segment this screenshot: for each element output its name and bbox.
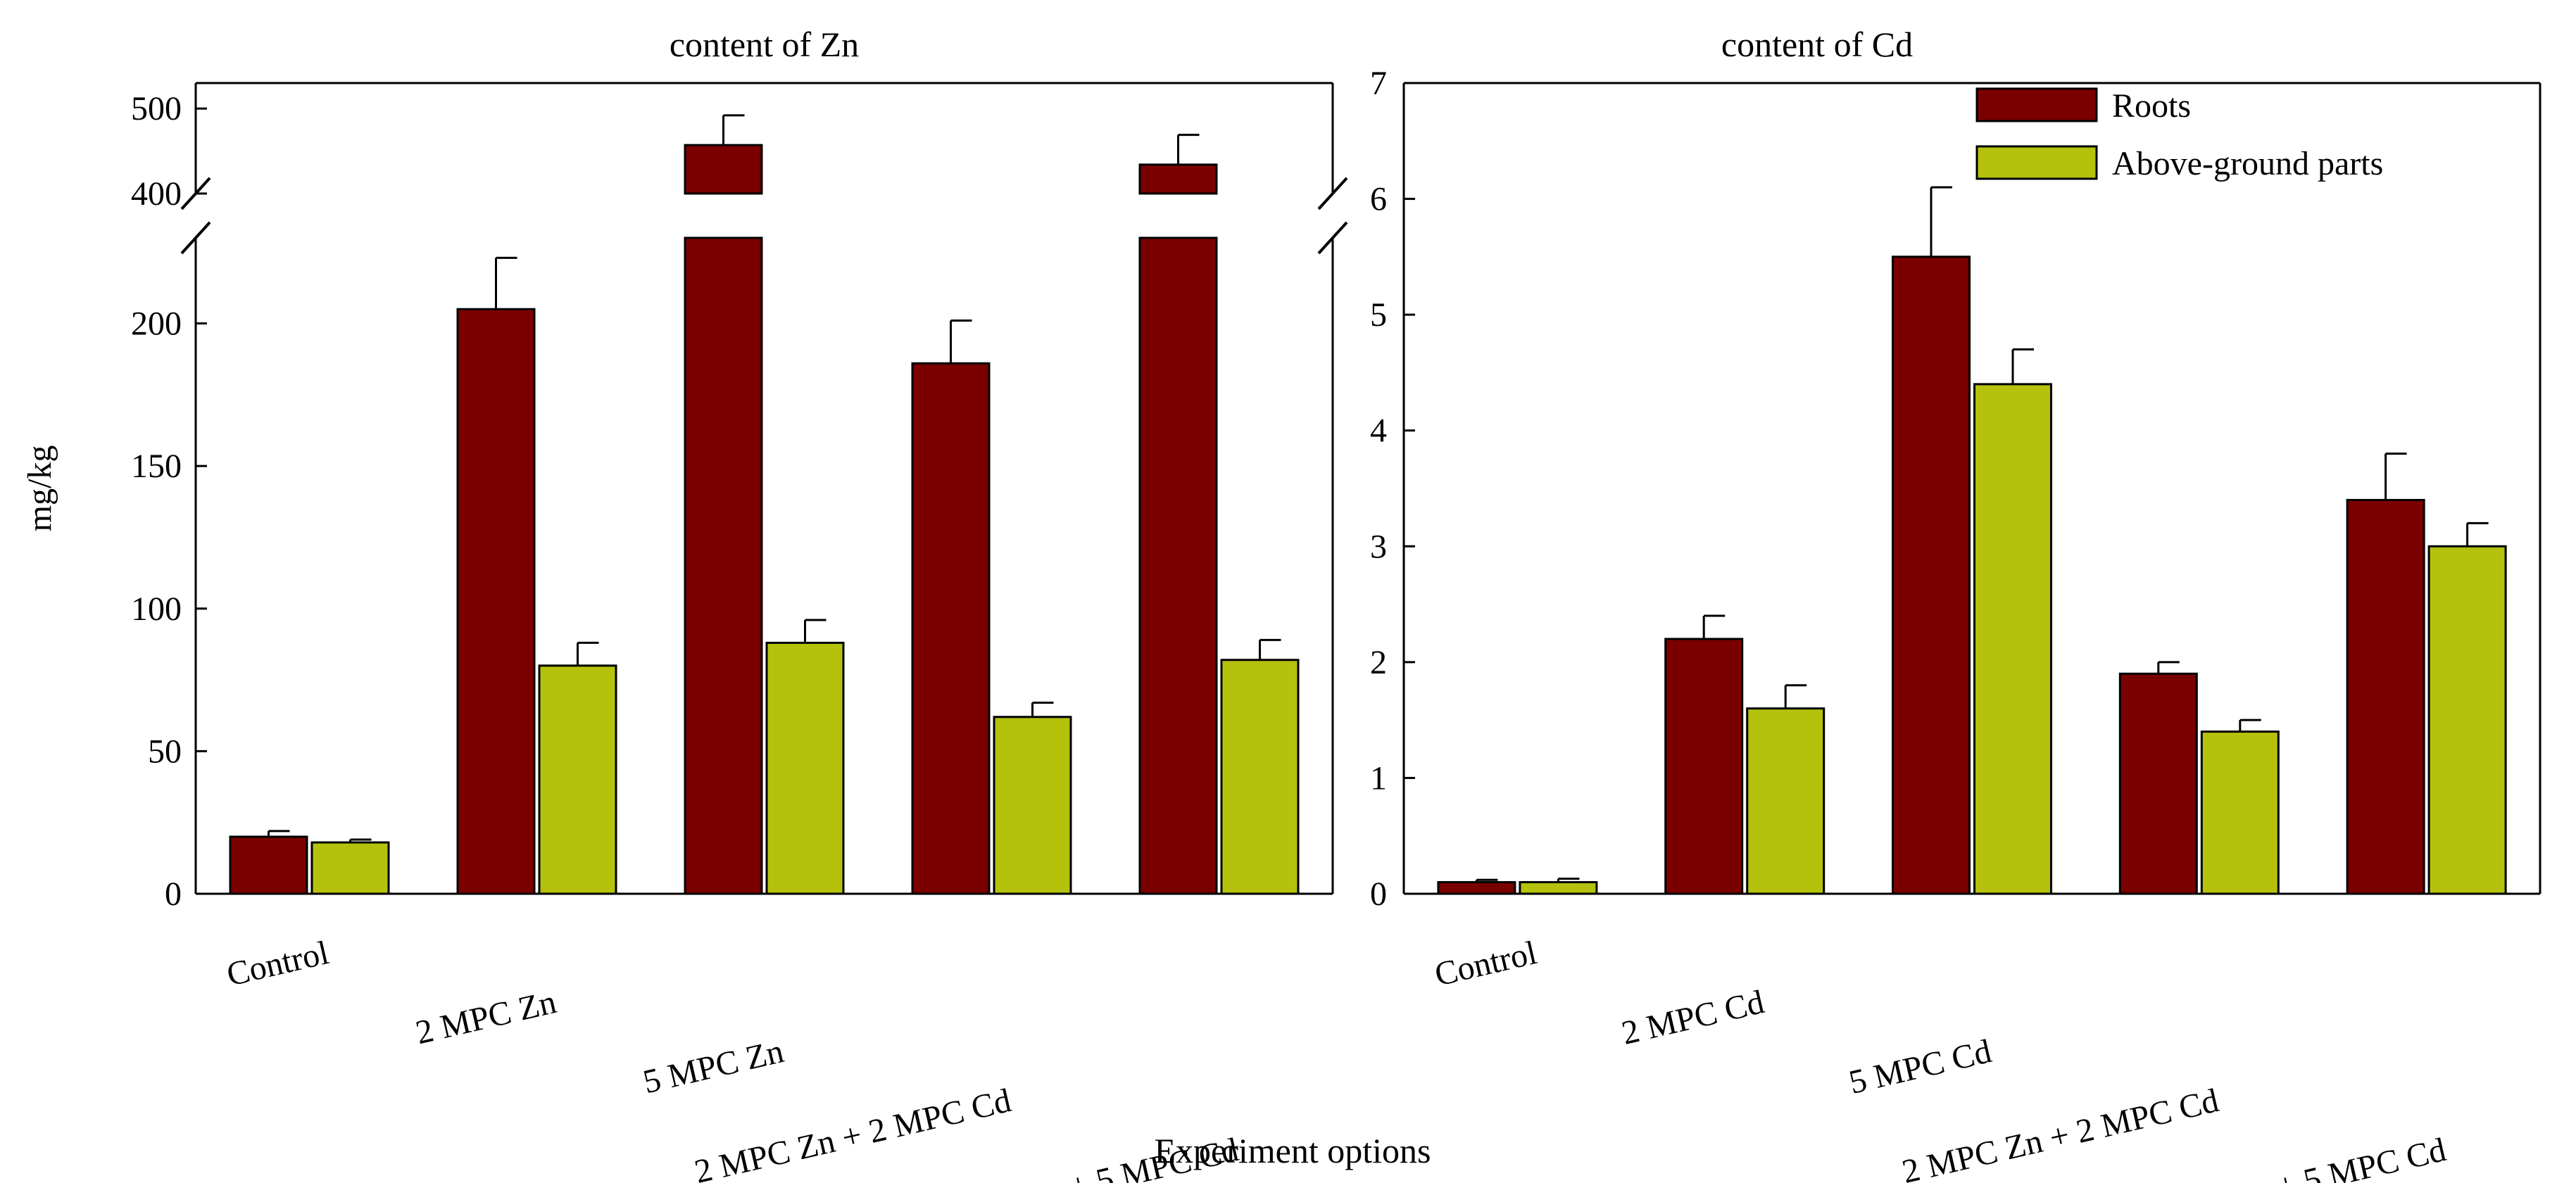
- zn-bar-roots-4: [911, 362, 991, 895]
- legend-label-aboveground: Above-ground parts: [2112, 145, 2383, 182]
- zn-bar-roots-3-seg1: [684, 236, 763, 895]
- cd-y-tick-label: 7: [1370, 65, 1387, 102]
- cd-category-label: 5 MPC Zn + 5 MPC Cd: [2126, 1131, 2449, 1183]
- zn-y-tick-label: 100: [131, 590, 182, 628]
- cd-category-label: 2 MPC Zn + 2 MPC Cd: [1899, 1082, 2222, 1183]
- zn-category-label: 2 MPC Zn: [413, 983, 560, 1051]
- cd-y-tick-label: 3: [1370, 528, 1387, 565]
- cd-bar-roots-3: [1892, 255, 1971, 895]
- cd-bar-roots-1: [1437, 881, 1516, 895]
- zn-y-tick-label: 500: [131, 90, 182, 127]
- cd-category-label: 2 MPC Cd: [1619, 983, 1768, 1052]
- cd-category-label: Control: [1431, 934, 1540, 994]
- zn-chart: content of Zn 0 50 100 150 200 400 500 mg/kg Cont…: [21, 25, 1348, 1183]
- cd-chart-title: content of Cd: [1721, 25, 1913, 64]
- cd-bar-aboveground-5: [2427, 545, 2507, 895]
- cd-bar-aboveground-1: [1519, 881, 1598, 895]
- cd-y-tick-label: 6: [1370, 181, 1387, 218]
- zn-y-axis-label: mg/kg: [21, 445, 58, 532]
- zn-bar-aboveground-4: [993, 716, 1072, 895]
- legend-label-roots: Roots: [2112, 87, 2191, 125]
- zn-chart-title: content of Zn: [670, 25, 859, 64]
- zn-bar-roots-3-seg2: [684, 144, 763, 195]
- zn-category-label: 2 MPC Zn + 2 MPC Cd: [691, 1082, 1014, 1183]
- zn-bar-roots-2: [456, 308, 536, 895]
- x-axis-label: Experiment options: [1155, 1131, 1431, 1170]
- zn-bar-aboveground-5: [1220, 659, 1300, 895]
- zn-bar-roots-5-seg2: [1138, 163, 1218, 195]
- legend-swatch-aboveground: [1975, 145, 2098, 180]
- cd-y-tick-label: 4: [1370, 412, 1387, 450]
- cd-bar-aboveground-2: [1746, 707, 1826, 895]
- zn-y-tick-label: 200: [131, 305, 182, 343]
- zn-y-tick-label: 50: [148, 733, 182, 770]
- cd-category-label: 5 MPC Cd: [1845, 1032, 1994, 1101]
- zn-bar-roots-1: [229, 835, 308, 895]
- cd-chart: content of Cd 0 1 2 3 4 5 6 7 Control 2 MPC Cd 5 MP…: [1370, 25, 2542, 1183]
- zn-bar-aboveground-1: [310, 841, 390, 895]
- zn-y-tick-label: 400: [131, 175, 182, 213]
- cd-bar-aboveground-4: [2200, 730, 2280, 895]
- zn-bar-aboveground-3: [765, 641, 845, 895]
- legend: Roots Above-ground parts: [1975, 87, 2383, 182]
- cd-bar-roots-4: [2118, 672, 2198, 895]
- cd-y-tick-label: 1: [1370, 759, 1387, 797]
- zn-axis-break-mark: [180, 221, 211, 255]
- zn-y-tick-label: 0: [165, 875, 182, 913]
- cd-y-tick-label: 0: [1370, 875, 1387, 913]
- cd-y-tick-label: 5: [1370, 296, 1387, 334]
- cd-bar-roots-2: [1664, 638, 1744, 895]
- cd-bar-roots-5: [2346, 498, 2425, 895]
- zn-bar-roots-5-seg1: [1138, 236, 1218, 895]
- zn-y-tick-label: 150: [131, 448, 182, 485]
- cd-y-tick-label: 2: [1370, 644, 1387, 681]
- cd-bar-aboveground-3: [1973, 383, 2052, 895]
- zn-category-label: Control: [223, 934, 332, 994]
- zn-category-label: 5 MPC Zn: [640, 1032, 787, 1101]
- zn-bar-aboveground-2: [538, 664, 617, 895]
- legend-swatch-roots: [1975, 87, 2098, 122]
